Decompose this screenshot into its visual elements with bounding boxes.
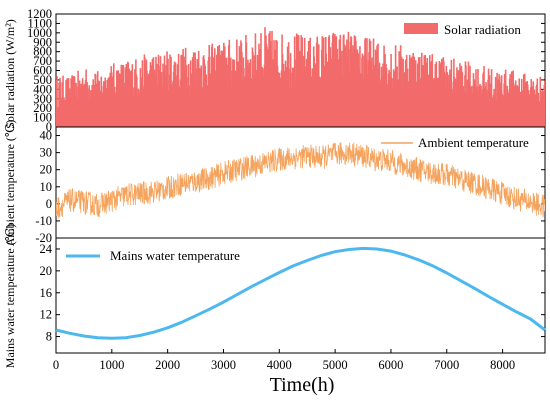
- x-tick-label: 7000: [434, 358, 459, 372]
- legend-label-solar: Solar radiation: [444, 22, 521, 37]
- y-tick-label: 20: [40, 264, 53, 278]
- y-tick-label: -20: [35, 231, 52, 245]
- y-tick-label: -10: [35, 214, 52, 228]
- legend-swatch-solar: [404, 23, 438, 34]
- x-axis-label: Time(h): [270, 374, 335, 396]
- y-tick-label: 10: [40, 180, 53, 194]
- legend-label-ambient: Ambient temperature: [418, 135, 529, 150]
- ambient-line: [56, 142, 545, 219]
- y-tick-label: 300: [33, 92, 52, 106]
- y-tick-label: 1000: [27, 26, 52, 40]
- y-tick-label: 400: [33, 82, 52, 96]
- y-tick-label: 12: [40, 308, 53, 322]
- y-label-mains: Mains water temperature (℃): [3, 224, 17, 368]
- y-label-ambient: Ambient temperature (℃): [3, 120, 17, 247]
- y-tick-label: 0: [46, 120, 52, 134]
- y-tick-label: 8: [46, 330, 52, 344]
- y-tick-label: 500: [33, 73, 52, 87]
- y-tick-label: 700: [33, 54, 52, 68]
- y-tick-label: 200: [33, 101, 52, 115]
- x-tick-label: 6000: [378, 358, 403, 372]
- y-label-solar: Solar radiation (W/m²): [3, 19, 17, 129]
- y-tick-label: 1200: [27, 7, 52, 21]
- y-tick-label: 20: [40, 163, 53, 177]
- x-tick-label: 0: [53, 358, 59, 372]
- legend-mains: Mains water temperature: [66, 248, 240, 263]
- y-tick-label: 30: [40, 146, 53, 160]
- x-tick-label: 3000: [211, 358, 236, 372]
- x-tick-label: 1000: [99, 358, 124, 372]
- y-tick-label: 900: [33, 35, 52, 49]
- y-tick-label: 16: [40, 286, 53, 300]
- x-tick-label: 4000: [267, 358, 292, 372]
- radiation-bars: [56, 27, 545, 127]
- x-tick-label: 8000: [490, 358, 515, 372]
- x-tick-label: 2000: [155, 358, 180, 372]
- legend-solar: Solar radiation: [404, 22, 521, 37]
- y-tick-label: 40: [40, 129, 53, 143]
- y-tick-label: 24: [40, 242, 53, 256]
- x-axis: 0 1000 2000 3000 4000 5000 6000 7000 8000: [53, 349, 515, 372]
- y-tick-label: 800: [33, 45, 52, 59]
- y-tick-label: 600: [33, 64, 52, 78]
- panel-frame: [55, 237, 546, 354]
- mains-line: [55, 246, 546, 340]
- x-tick-label: 5000: [323, 358, 348, 372]
- y-tick-label: 0: [46, 197, 52, 211]
- y-tick-label: 1100: [27, 16, 52, 30]
- mains-water-temperature-panel: 8 12 16 20 24: [40, 237, 546, 354]
- legend-label-mains: Mains water temperature: [110, 248, 240, 263]
- y-tick-label: 100: [33, 111, 52, 125]
- ambient-temperature-panel: -20 -10 0 10 20 30 40: [35, 126, 546, 245]
- legend-ambient: Ambient temperature: [381, 135, 529, 150]
